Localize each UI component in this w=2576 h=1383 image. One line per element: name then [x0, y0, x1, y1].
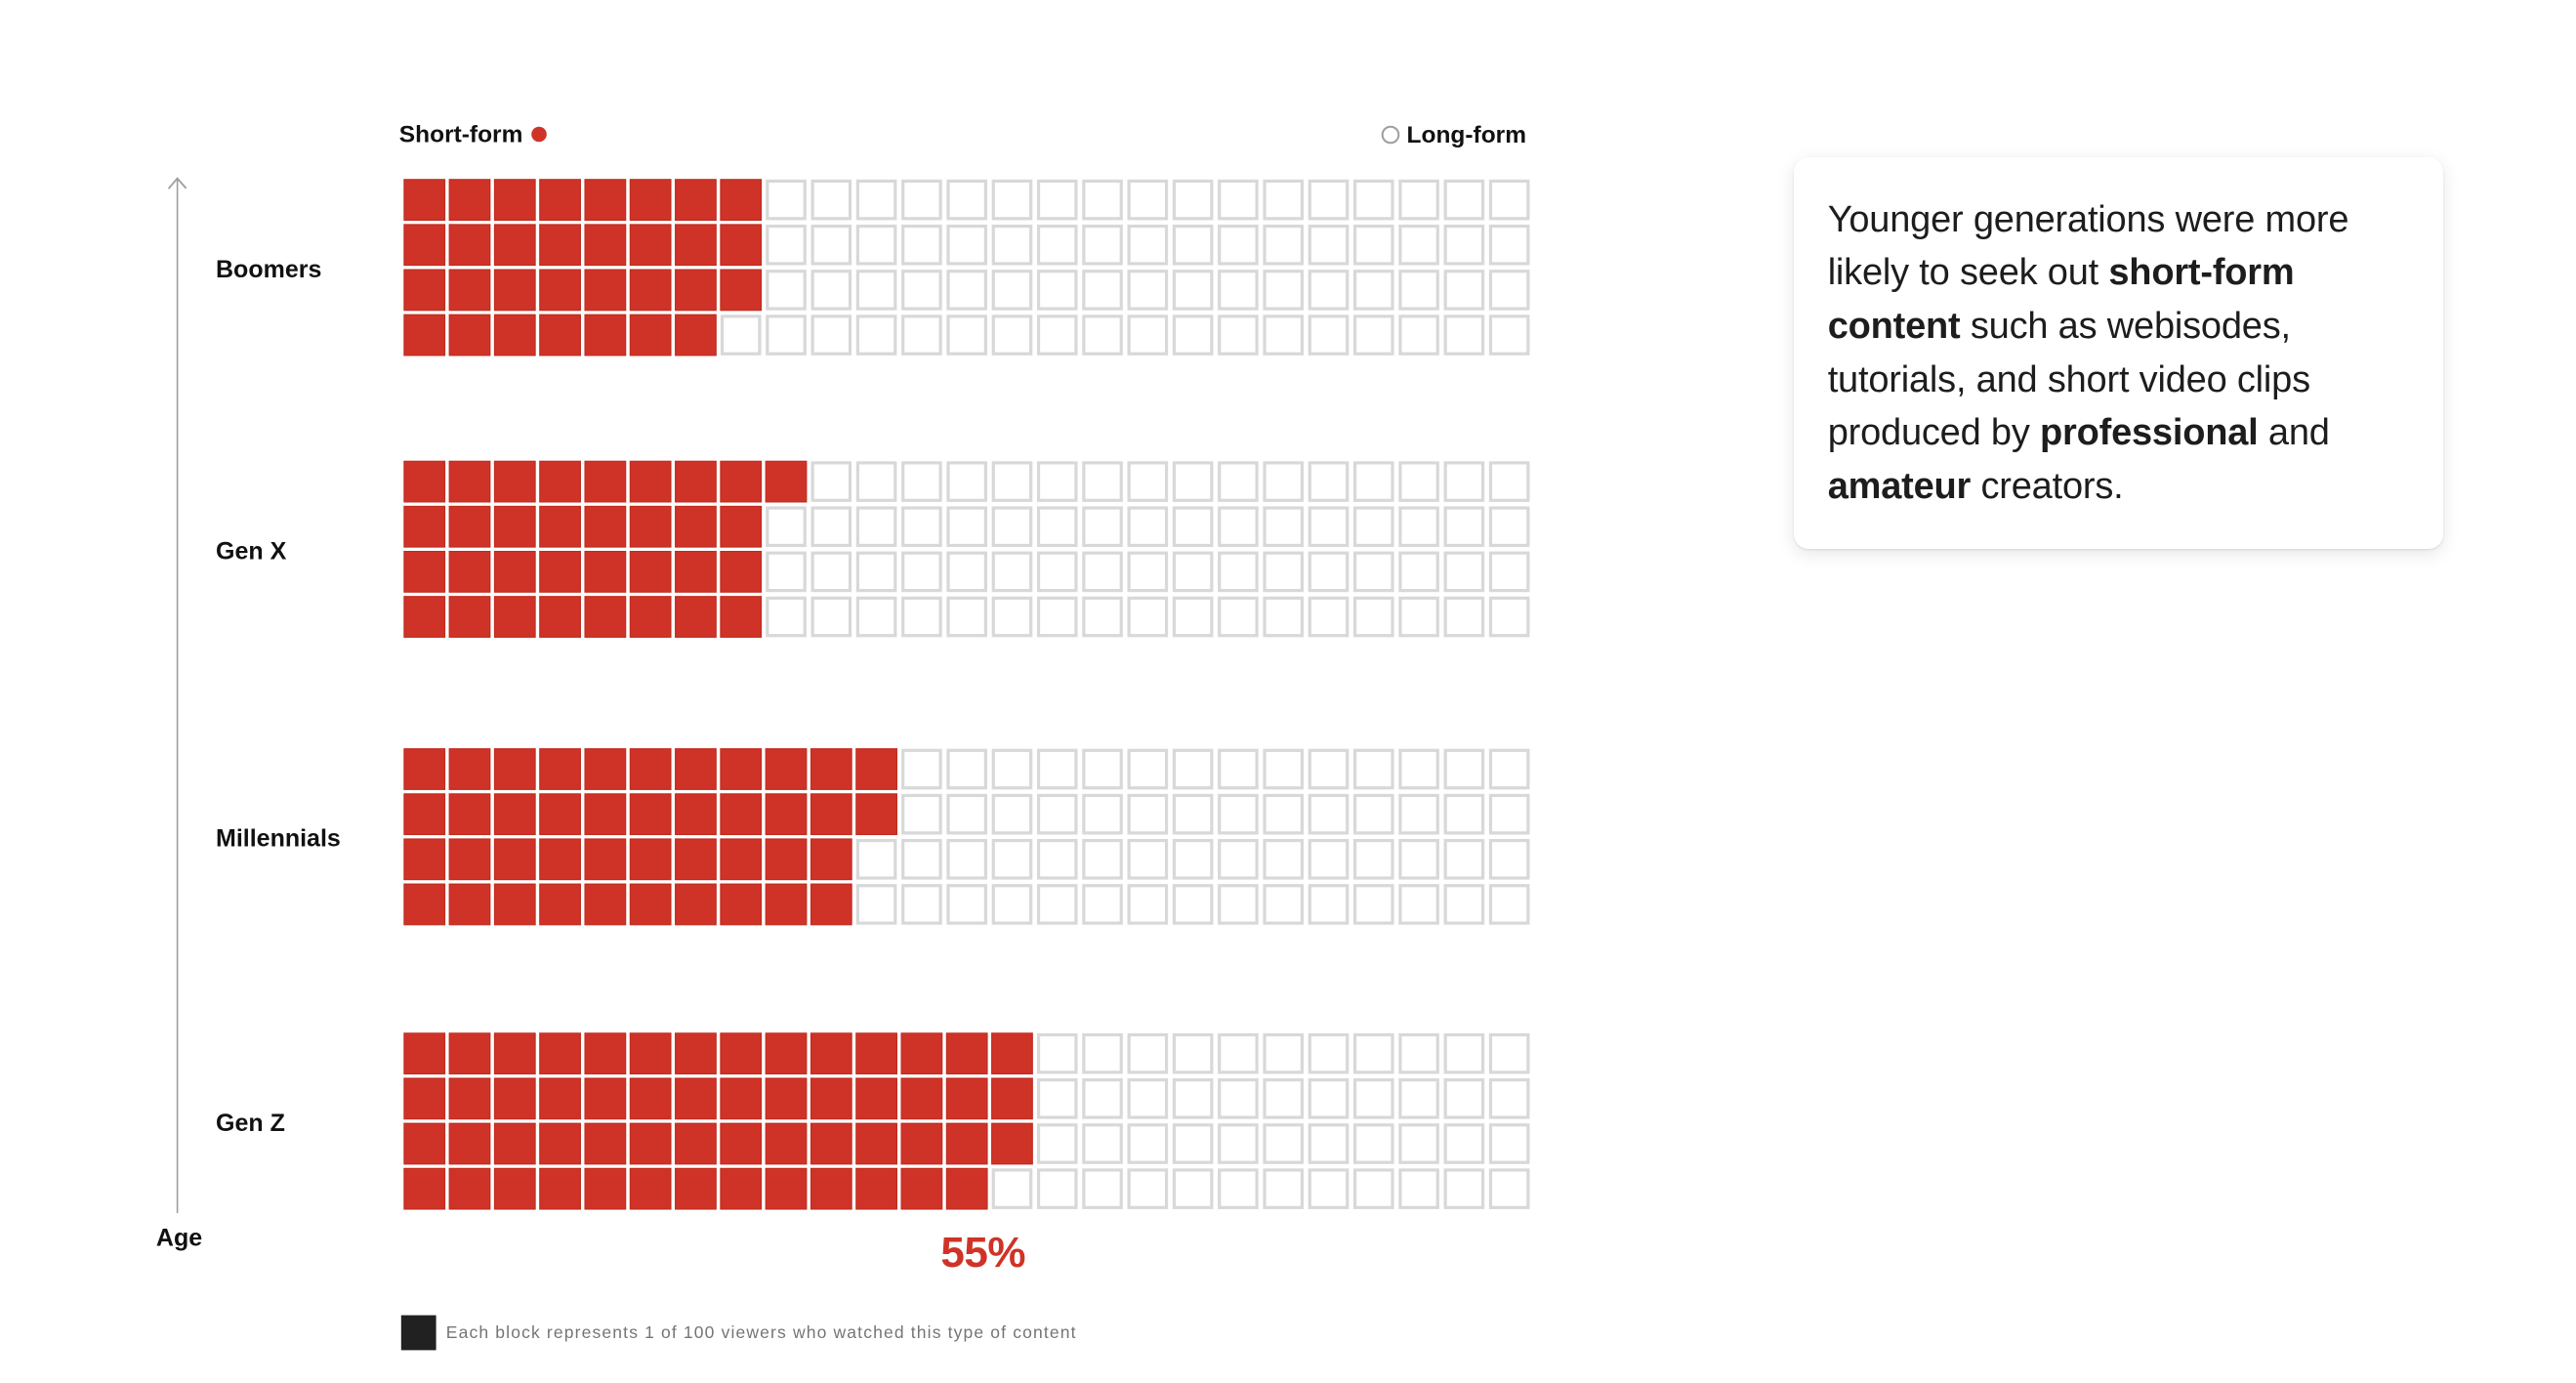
svg-text:Age: Age	[156, 1224, 202, 1251]
svg-text:Boomers: Boomers	[216, 256, 321, 283]
svg-text:Each block represents 1 of 100: Each block represents 1 of 100 viewers w…	[446, 1322, 1077, 1342]
svg-text:Gen X: Gen X	[216, 537, 287, 565]
svg-text:Long-form: Long-form	[1407, 122, 1526, 148]
svg-text:Millennials: Millennials	[216, 825, 341, 853]
svg-text:55%: 55%	[940, 1229, 1025, 1277]
svg-text:Short-form: Short-form	[399, 122, 523, 148]
svg-text:Gen Z: Gen Z	[216, 1110, 285, 1137]
